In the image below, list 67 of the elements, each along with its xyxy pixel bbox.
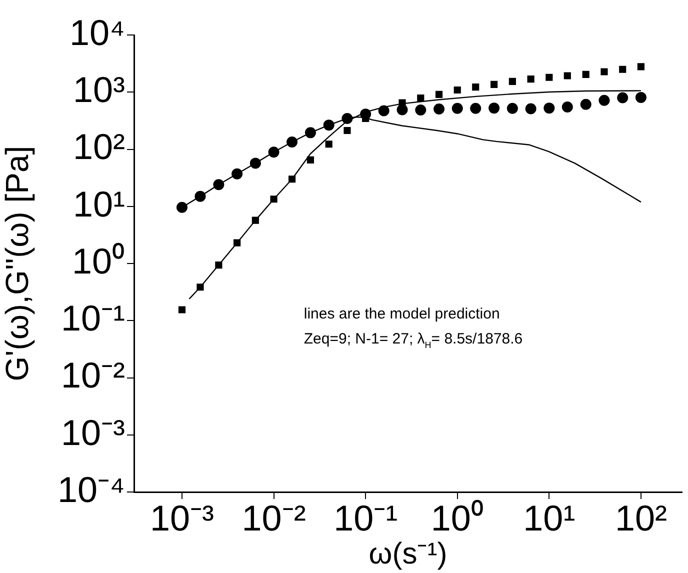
point bbox=[252, 216, 259, 224]
y-tick-label: 10⁴ bbox=[69, 12, 125, 53]
y-tick-label: 10⁻¹ bbox=[60, 298, 126, 339]
point bbox=[304, 127, 316, 138]
point bbox=[306, 156, 314, 164]
point bbox=[288, 176, 296, 183]
point bbox=[215, 261, 222, 269]
point bbox=[435, 90, 443, 98]
point bbox=[178, 306, 186, 314]
annotation: lines are the model prediction bbox=[304, 305, 500, 322]
point bbox=[417, 94, 424, 102]
point bbox=[506, 102, 518, 114]
point bbox=[544, 102, 555, 114]
x-tick-label: 10² bbox=[614, 498, 667, 539]
point bbox=[619, 66, 626, 73]
point bbox=[582, 70, 590, 78]
point bbox=[472, 84, 480, 91]
point bbox=[234, 239, 241, 246]
point bbox=[454, 86, 461, 94]
y-axis-title: G'(ω),G''(ω) [Pa] bbox=[0, 146, 36, 382]
point bbox=[434, 104, 445, 115]
point bbox=[176, 202, 188, 213]
point bbox=[250, 158, 261, 169]
x-tick-label: 10¹ bbox=[523, 498, 576, 539]
point bbox=[508, 78, 516, 85]
x-tick-label: 10⁻³ bbox=[150, 498, 214, 539]
point bbox=[470, 102, 482, 114]
point bbox=[488, 102, 500, 114]
point bbox=[323, 120, 334, 131]
point bbox=[396, 104, 408, 116]
x-tick-label: 10⁰ bbox=[430, 498, 484, 539]
y-tick-label: 10⁻⁴ bbox=[57, 468, 125, 510]
point bbox=[562, 102, 573, 113]
y-tick-label: 10³ bbox=[72, 69, 126, 110]
point bbox=[325, 140, 332, 148]
point bbox=[344, 126, 351, 134]
point bbox=[194, 190, 206, 202]
point bbox=[617, 92, 628, 104]
y-tick-label: 10¹ bbox=[72, 183, 126, 224]
point bbox=[213, 179, 224, 190]
point bbox=[232, 168, 243, 180]
point bbox=[490, 80, 498, 88]
y-tick-label: 10⁻³ bbox=[60, 412, 126, 453]
point bbox=[598, 94, 610, 106]
point bbox=[525, 103, 536, 114]
point bbox=[527, 76, 534, 83]
x-axis-title: ω(s⁻¹) bbox=[368, 537, 448, 570]
point bbox=[635, 92, 646, 103]
point bbox=[342, 112, 353, 124]
point bbox=[270, 196, 278, 203]
point bbox=[600, 68, 608, 76]
y-tick-label: 10⁻² bbox=[60, 354, 126, 396]
point bbox=[286, 136, 298, 148]
point bbox=[452, 102, 463, 114]
point bbox=[564, 72, 571, 80]
x-tick-label: 10⁻² bbox=[242, 498, 306, 539]
point bbox=[268, 146, 280, 158]
point bbox=[360, 108, 372, 120]
y-tick-label: 10⁰ bbox=[72, 240, 125, 282]
point bbox=[415, 104, 426, 116]
point bbox=[546, 74, 553, 81]
point bbox=[196, 284, 204, 291]
point bbox=[378, 105, 390, 116]
point bbox=[637, 63, 644, 70]
y-tick-label: 10² bbox=[72, 126, 126, 168]
x-tick-label: 10⁻¹ bbox=[334, 498, 398, 539]
point bbox=[580, 98, 592, 110]
